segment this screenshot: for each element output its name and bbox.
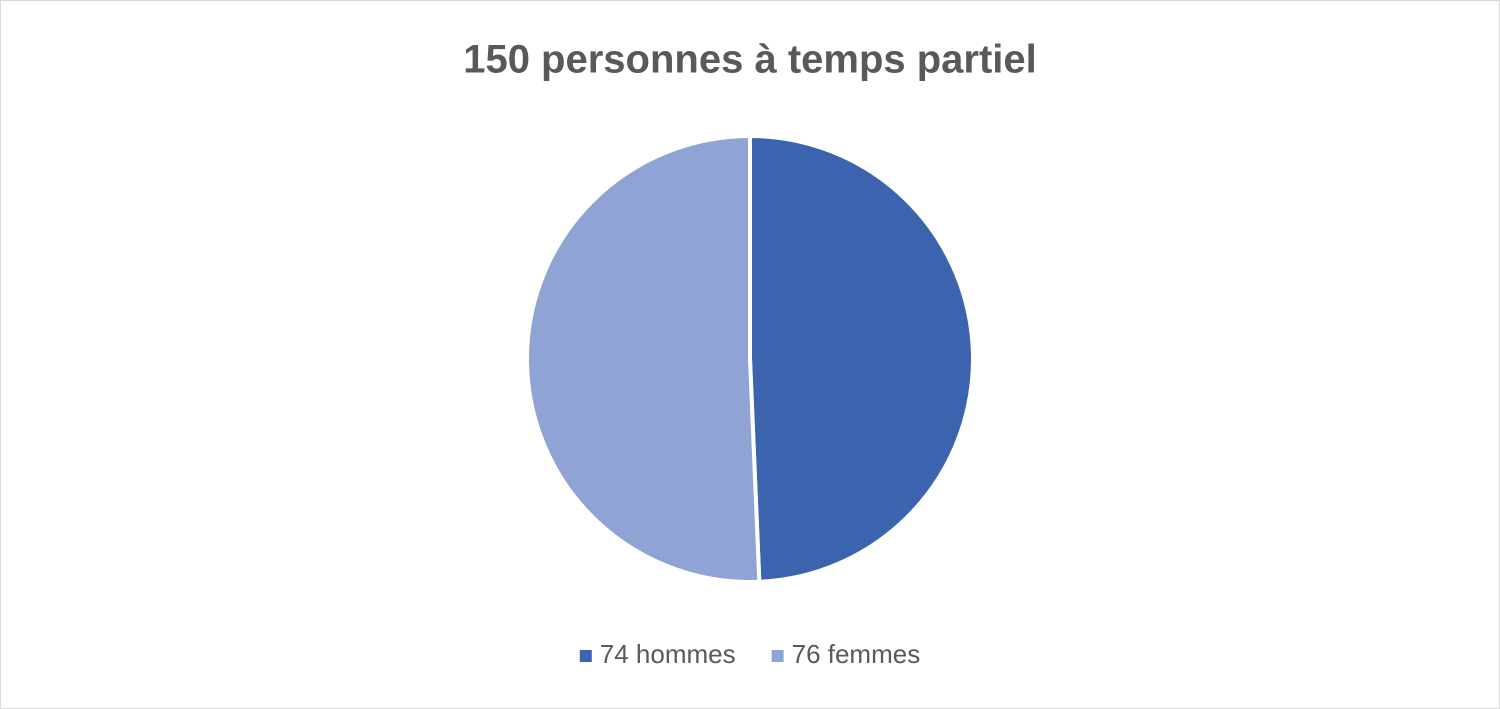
pie-slice <box>748 134 975 584</box>
pie-slice <box>525 134 762 584</box>
chart-title: 150 personnes à temps partiel <box>463 38 1037 82</box>
legend-label: 76 femmes <box>792 639 921 669</box>
legend-label: 74 hommes <box>600 639 736 669</box>
legend-swatch <box>771 650 784 662</box>
legend-swatch <box>579 650 592 662</box>
